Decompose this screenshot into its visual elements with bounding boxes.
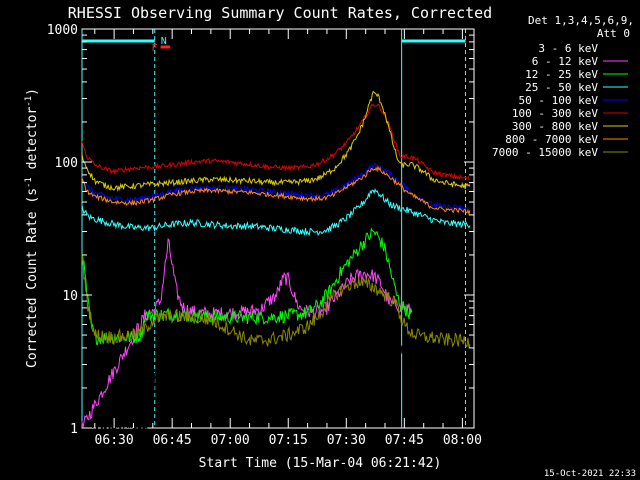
legend-entry-label: 100 - 300 keV — [512, 107, 598, 120]
y-axis-label-end: ) — [25, 88, 40, 96]
series-line — [81, 90, 471, 193]
flare-flag-label: F — [152, 43, 158, 54]
legend-entry-label: 50 - 100 keV — [519, 94, 599, 107]
legend-entry-label: 800 - 7000 keV — [505, 133, 598, 146]
x-axis-ticks: 06:30 06:45 07:00 07:15 07:30 07:45 08:00 — [94, 29, 482, 448]
x-tick-label: 07:00 — [211, 433, 250, 448]
footer-timestamp: 15-Oct-2021 22:33 — [544, 469, 636, 479]
x-axis-label: Start Time (15-Mar-04 06:21:42) — [199, 456, 442, 471]
y-tick-label: 100 — [55, 156, 78, 171]
chart-title: RHESSI Observing Summary Count Rates, Co… — [68, 4, 492, 22]
series-line — [81, 253, 413, 430]
x-tick-label: 07:45 — [385, 433, 424, 448]
legend-entry-label: 12 - 25 keV — [525, 68, 598, 81]
legend-entry-label: 3 - 6 keV — [538, 42, 598, 55]
legend-entry-label: 6 - 12 keV — [532, 55, 599, 68]
series-line — [81, 162, 471, 213]
x-tick-label: 06:30 — [95, 433, 134, 448]
y-axis-label-mid: detector — [25, 107, 40, 178]
series-line — [81, 237, 413, 428]
series-line — [81, 103, 470, 181]
legend-entry-label: 300 - 800 keV — [512, 120, 598, 133]
legend-entry-label: 7000 - 15000 keV — [492, 146, 598, 159]
legend-entry-label: 25 - 50 keV — [525, 81, 598, 94]
y-tick-label: 1 — [70, 422, 78, 437]
legend-title-1: Det 1,3,4,5,6,9, — [528, 14, 634, 27]
night-flag-label: N — [161, 36, 167, 47]
y-tick-label: 10 — [62, 289, 78, 304]
x-tick-label: 08:00 — [443, 433, 482, 448]
y-axis-label-sup1: -1 — [24, 177, 34, 188]
y-tick-label: 1000 — [47, 23, 78, 38]
flags-layer: NF — [81, 29, 466, 428]
y-axis-label-sup2: -1 — [24, 96, 34, 107]
series-line — [81, 227, 413, 345]
x-tick-label: 06:45 — [153, 433, 192, 448]
series-line — [81, 188, 471, 236]
y-axis-label: Corrected Count Rate (s-1 detector-1) — [24, 88, 40, 368]
y-axis-ticks: 1 10 100 1000 — [47, 23, 474, 437]
x-tick-label: 07:15 — [269, 433, 308, 448]
y-axis-label-main: Corrected Count Rate (s — [25, 188, 40, 368]
series-layer — [81, 90, 471, 430]
x-tick-label: 07:30 — [327, 433, 366, 448]
series-line — [81, 165, 471, 216]
legend-title-2: Att 0 — [597, 27, 630, 40]
series-line — [81, 257, 471, 349]
